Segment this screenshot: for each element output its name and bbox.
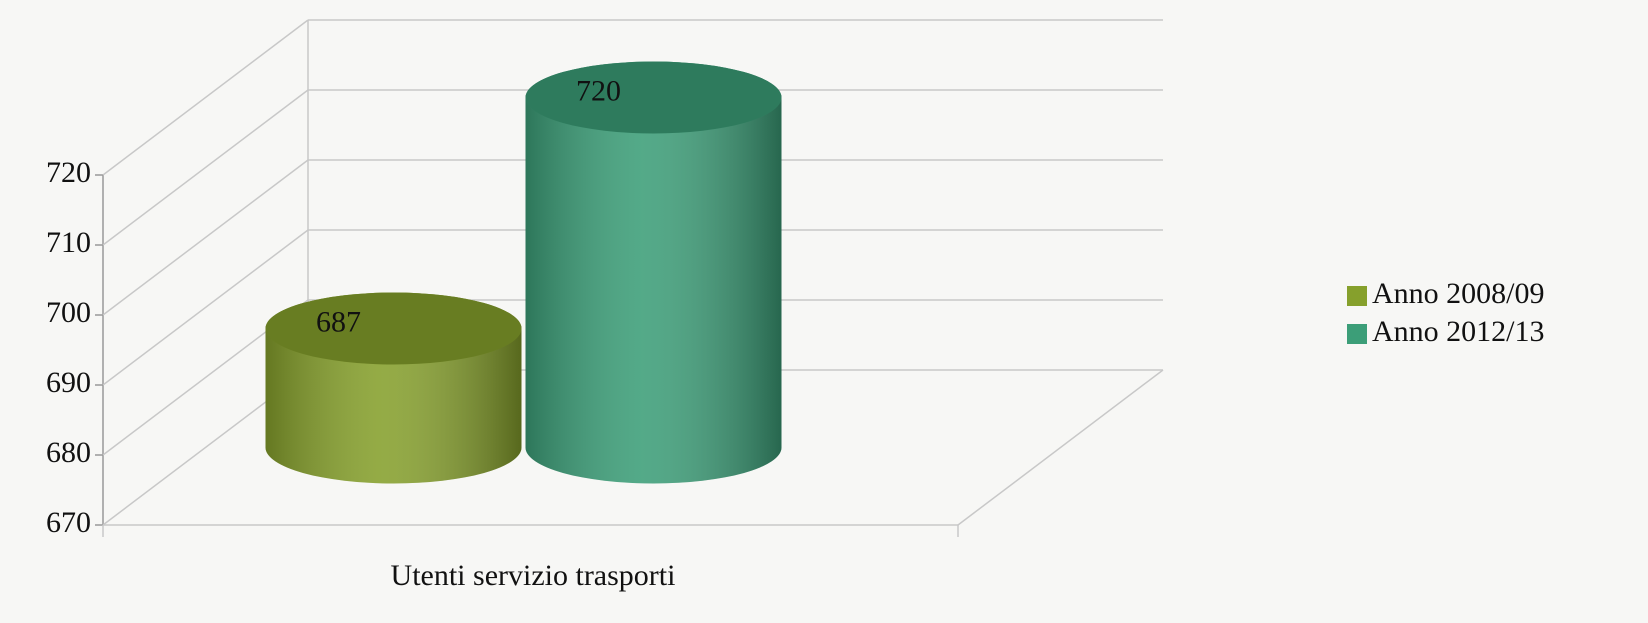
bar-top-shade	[525, 61, 782, 134]
bar-top-shade	[265, 292, 522, 365]
y-tick-label: 720	[46, 156, 91, 189]
y-tick-label: 680	[46, 436, 91, 469]
grid-line	[102, 19, 309, 176]
floor-edge	[957, 369, 1164, 526]
legend-label: Anno 2012/13	[1372, 315, 1545, 348]
y-tick-label: 690	[46, 366, 91, 399]
x-tick-label: Utenti servizio trasporti	[391, 559, 676, 592]
y-tick-label: 710	[46, 226, 91, 259]
legend-label: Anno 2008/09	[1372, 277, 1545, 310]
grid-line	[102, 229, 309, 386]
data-label: 687	[316, 305, 361, 338]
bar-top	[265, 292, 522, 365]
legend-swatch	[1347, 286, 1367, 306]
grid-line	[102, 159, 309, 316]
bar-top	[525, 61, 782, 134]
bar-shade	[525, 61, 782, 484]
legend-swatch	[1347, 324, 1367, 344]
data-label: 720	[576, 74, 621, 107]
y-tick-label: 700	[46, 296, 91, 329]
grid-line	[102, 89, 309, 246]
y-tick-label: 670	[46, 506, 91, 539]
